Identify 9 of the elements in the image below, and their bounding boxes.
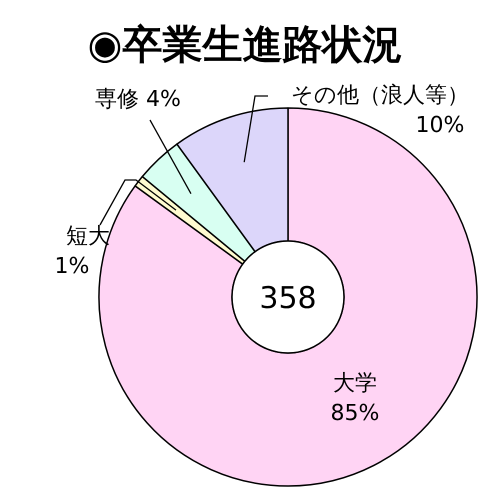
slice-label: 短大 [66,224,110,249]
slice-label: その他（浪人等） [291,83,469,108]
data-label: 10% [416,113,464,138]
slice-label: 大学 [333,371,377,396]
slice-label: 専修 4% [95,87,181,112]
data-label: 1% [54,254,90,279]
chart-title: ◉卒業生進路状況 [88,22,402,68]
data-label: 85% [330,401,380,426]
text: 358 [259,281,317,316]
